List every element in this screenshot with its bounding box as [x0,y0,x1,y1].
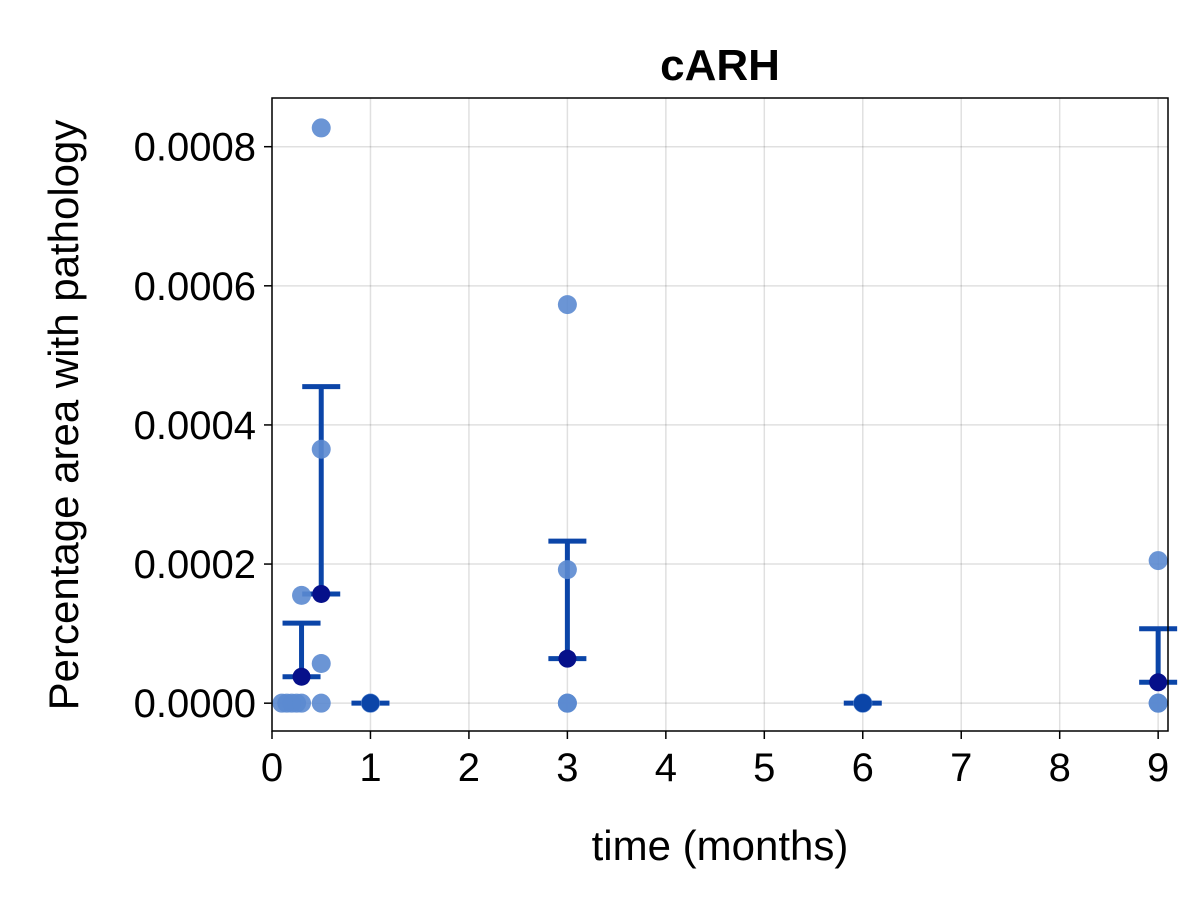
x-tick-label: 0 [261,746,283,790]
data-point [557,560,577,580]
x-tick-label: 1 [359,746,381,790]
data-point [311,118,331,138]
mean-point [361,694,380,713]
data-point [557,693,577,713]
mean-point [292,667,311,686]
x-tick-label: 5 [753,746,775,790]
x-tick-label: 2 [458,746,480,790]
x-tick-label: 8 [1049,746,1071,790]
y-tick-labels: 0.0000 0.0002 0.0004 0.0006 0.0008 [134,126,256,726]
y-tick-label: 0.0006 [134,265,256,309]
mean-point [1149,673,1168,692]
chart-title: cARH [660,41,780,90]
x-tick-label: 6 [852,746,874,790]
y-axis-label: Percentage area with pathology [40,120,87,711]
y-tick-label: 0.0002 [134,543,256,587]
data-point [311,693,331,713]
y-tick-label: 0.0008 [134,126,256,170]
plot-frame [271,97,1169,732]
mean-point [853,694,872,713]
axis-ticks [264,145,1159,739]
x-tick-label: 3 [556,746,578,790]
grid-lines [271,98,1168,731]
x-tick-label: 9 [1147,746,1169,790]
y-tick-label: 0.0000 [134,682,256,726]
data-point [557,295,577,315]
data-point [311,654,331,674]
x-tick-labels: 0 1 2 3 4 5 6 7 8 9 [261,746,1169,790]
data-point [1148,693,1168,713]
data-point [292,693,312,713]
data-point [1148,551,1168,571]
data-point [311,439,331,459]
data-points [272,118,1168,713]
mean-point [558,649,577,668]
y-tick-label: 0.0004 [134,404,256,448]
x-tick-label: 7 [950,746,972,790]
mean-point [312,584,331,603]
x-axis-label: time (months) [592,822,849,869]
data-point [292,585,312,605]
x-tick-label: 4 [655,746,677,790]
mean-markers [292,584,1168,713]
error-bars [282,384,1178,706]
